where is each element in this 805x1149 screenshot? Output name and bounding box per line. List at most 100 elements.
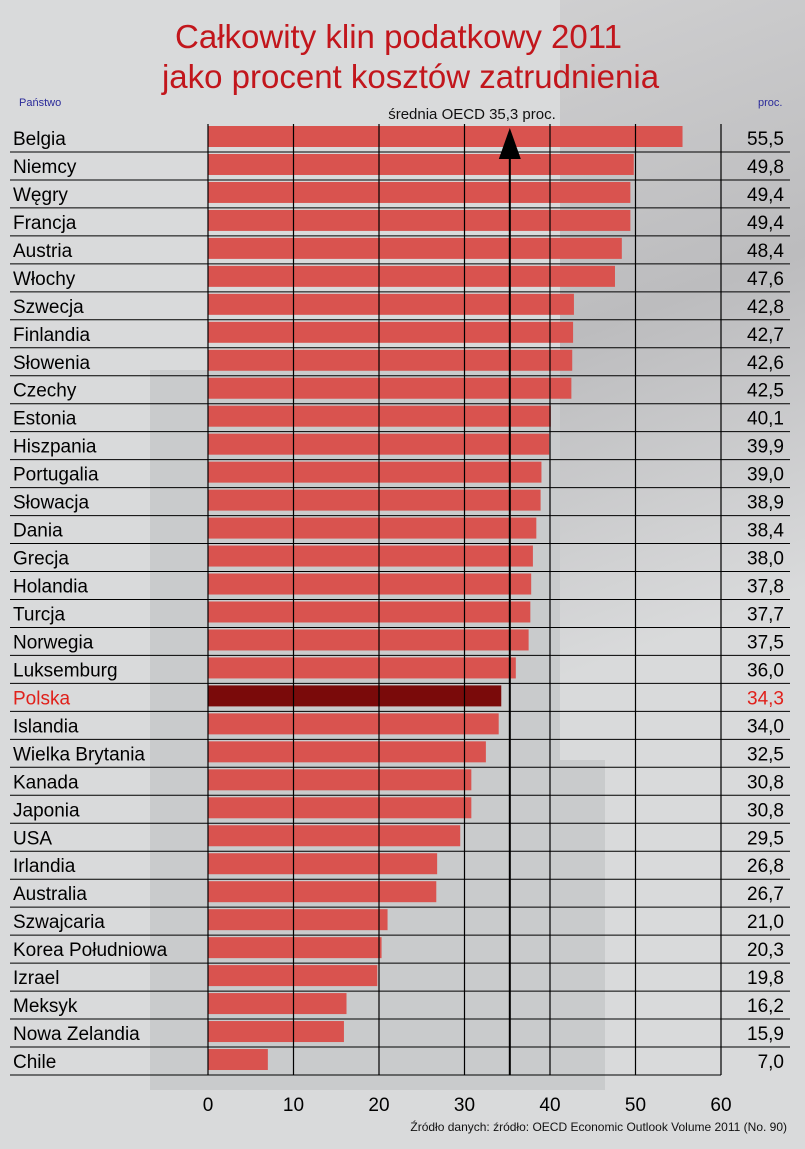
source-note: Źródło danych: źródło: OECD Economic Out…: [410, 1120, 787, 1134]
country-label: Grecja: [13, 549, 69, 570]
value-label: 34,0: [747, 716, 784, 737]
country-label: Wielka Brytania: [13, 744, 145, 765]
country-label: Finlandia: [13, 325, 91, 346]
value-label: 16,2: [747, 996, 784, 1017]
value-label: 47,6: [747, 269, 784, 290]
average-label: średnia OECD 35,3 proc.: [388, 106, 556, 123]
value-label: 42,8: [747, 297, 784, 318]
country-label: Irlandia: [13, 856, 76, 877]
country-label: Słowenia: [13, 353, 91, 374]
country-label: Włochy: [13, 269, 76, 290]
value-label: 37,7: [747, 604, 784, 625]
value-label: 26,8: [747, 856, 784, 877]
bar-18: [208, 629, 529, 651]
value-label: 21,0: [747, 912, 784, 933]
country-label: Szwajcaria: [13, 912, 105, 933]
value-label: 7,0: [758, 1052, 784, 1073]
bar-6: [208, 293, 574, 315]
value-label: 42,7: [747, 325, 784, 346]
bar-27: [208, 881, 437, 903]
chart-title-line1: Całkowity klin podatkowy 2011: [175, 18, 622, 55]
bar-32: [208, 1021, 344, 1043]
x-tick-label: 20: [368, 1095, 389, 1116]
bar-17: [208, 601, 531, 623]
country-label: Meksyk: [13, 996, 78, 1017]
bar-4: [208, 237, 622, 259]
country-label: Japonia: [13, 800, 80, 821]
bar-7: [208, 321, 574, 343]
bar-5: [208, 265, 615, 287]
bar-21: [208, 713, 499, 735]
value-label: 37,8: [747, 577, 784, 598]
country-label: Dania: [13, 521, 63, 542]
value-label: 34,3: [747, 688, 784, 709]
value-label: 42,6: [747, 353, 784, 374]
bar-24: [208, 797, 472, 819]
bar-2: [208, 181, 631, 203]
value-label: 15,9: [747, 1024, 784, 1045]
bar-1: [208, 153, 634, 175]
value-label: 48,4: [747, 241, 784, 262]
value-label: 20,3: [747, 940, 784, 961]
value-label: 49,4: [747, 213, 784, 234]
value-column-label: proc.: [758, 97, 783, 109]
x-tick-label: 40: [539, 1095, 560, 1116]
country-label: Korea Południowa: [13, 940, 168, 961]
bar-13: [208, 489, 541, 511]
bar-0: [208, 126, 683, 147]
value-label: 49,8: [747, 157, 784, 178]
value-label: 19,8: [747, 968, 784, 989]
bar-16: [208, 573, 532, 595]
bar-8: [208, 349, 573, 371]
country-label: Turcja: [13, 604, 66, 625]
country-label: Hiszpania: [13, 437, 97, 458]
bar-33: [208, 1049, 268, 1071]
x-tick-label: 30: [454, 1095, 475, 1116]
x-tick-label: 60: [710, 1095, 731, 1116]
value-label: 38,0: [747, 549, 784, 570]
country-label: Belgia: [13, 129, 66, 150]
bar-22: [208, 741, 486, 763]
x-tick-label: 50: [625, 1095, 646, 1116]
value-label: 55,5: [747, 129, 784, 150]
country-label: Portugalia: [13, 465, 99, 486]
bar-15: [208, 545, 533, 567]
bar-9: [208, 377, 572, 399]
average-arrow-icon: [498, 128, 521, 159]
country-label: Luksemburg: [13, 660, 118, 681]
country-label: Holandia: [13, 577, 88, 598]
chart-title-line2: jako procent kosztów zatrudnienia: [161, 58, 660, 95]
country-label: Austria: [13, 241, 73, 262]
country-label: Polska: [13, 688, 70, 709]
country-label: Nowa Zelandia: [13, 1024, 140, 1045]
bar-29: [208, 937, 382, 959]
value-label: 38,9: [747, 493, 784, 514]
bar-25: [208, 825, 461, 847]
value-label: 30,8: [747, 772, 784, 793]
country-label: Izrael: [13, 968, 59, 989]
value-label: 26,7: [747, 884, 784, 905]
bar-23: [208, 769, 472, 791]
value-label: 30,8: [747, 800, 784, 821]
value-label: 36,0: [747, 660, 784, 681]
bar-28: [208, 909, 388, 931]
value-label: 39,0: [747, 465, 784, 486]
value-label: 29,5: [747, 828, 784, 849]
value-label: 49,4: [747, 185, 784, 206]
country-label: Kanada: [13, 772, 79, 793]
country-column-label: Państwo: [19, 97, 62, 109]
country-label: Niemcy: [13, 157, 77, 178]
value-label: 32,5: [747, 744, 784, 765]
country-label: Australia: [13, 884, 87, 905]
bar-3: [208, 209, 631, 231]
bar-26: [208, 853, 438, 875]
country-label: Słowacja: [13, 493, 89, 514]
bar-30: [208, 965, 378, 987]
bar-14: [208, 517, 537, 539]
country-label: Węgry: [13, 185, 68, 206]
x-tick-label: 10: [283, 1095, 304, 1116]
country-label: Szwecja: [13, 297, 84, 318]
country-label: Islandia: [13, 716, 79, 737]
country-label: Chile: [13, 1052, 56, 1073]
